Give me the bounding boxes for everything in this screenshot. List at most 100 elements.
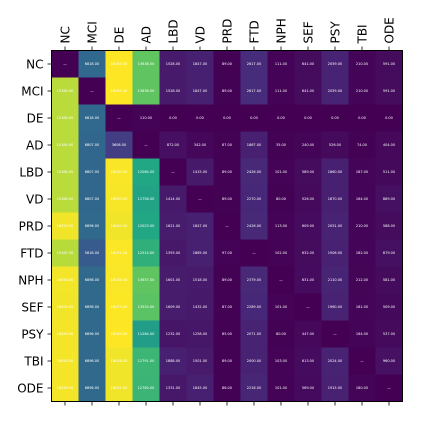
cell-value-label: 12023.00 — [138, 224, 155, 228]
heatmap-cell — [375, 131, 403, 159]
heatmap-cell — [105, 185, 133, 213]
heatmap-cell — [348, 374, 376, 402]
cell-value-label: 581.00 — [383, 278, 395, 282]
heatmap-cell — [105, 50, 133, 78]
heatmap-cell — [267, 347, 295, 375]
heatmap-cell — [78, 77, 106, 105]
cell-value-label: 16197.00 — [111, 89, 128, 93]
cell-value-label: 613.00 — [302, 359, 314, 363]
cell-value-label: 1867.00 — [247, 143, 261, 147]
heatmap-cell — [321, 266, 349, 294]
heatmap-cell — [321, 212, 349, 240]
heatmap-cell — [105, 293, 133, 321]
cell-value-label: 2000.00 — [247, 359, 261, 363]
heatmap-cell — [105, 266, 133, 294]
heatmap-cell — [78, 347, 106, 375]
heatmap-cell — [78, 293, 106, 321]
heatmap-cell — [105, 131, 133, 159]
heatmap-cell — [105, 212, 133, 240]
heatmap-cell — [132, 104, 160, 132]
heatmap-cell — [51, 320, 79, 348]
heatmap-cell — [132, 185, 160, 213]
cell-value-label: 212.00 — [356, 278, 368, 282]
heatmap-cell — [213, 158, 241, 186]
cell-value-label: 404.00 — [383, 143, 395, 147]
cell-value-label: 16021.00 — [111, 386, 128, 390]
cell-value-label: 1609.00 — [166, 305, 180, 309]
cell-value-label: 111.00 — [275, 89, 287, 93]
heatmap-cell — [348, 293, 376, 321]
cell-value-label: 2426.00 — [247, 224, 261, 228]
heatmap-cell — [348, 239, 376, 267]
cell-value-label: 16134.00 — [111, 278, 128, 282]
cell-value-label: 210.00 — [356, 89, 368, 93]
heatmap-cell — [294, 131, 322, 159]
cell-value-label: 2071.00 — [247, 332, 261, 336]
heatmap-cell — [348, 266, 376, 294]
heatmap-cell — [267, 131, 295, 159]
cell-value-label: — — [225, 224, 229, 228]
y-tick-label: DE — [27, 111, 44, 125]
x-tick-label: FTD — [248, 20, 262, 43]
heatmap-cell — [375, 239, 403, 267]
cell-value-label: — — [387, 386, 391, 390]
heatmap-cell — [240, 293, 268, 321]
heatmap-cell — [213, 374, 241, 402]
y-tick-label: FTD — [20, 246, 43, 260]
cell-value-label: 16023.00 — [57, 224, 74, 228]
heatmap-cell — [348, 185, 376, 213]
cell-value-label: 6807.00 — [85, 143, 99, 147]
heatmap-cell — [159, 320, 187, 348]
heatmap-cell — [51, 239, 79, 267]
cell-value-label: 1528.00 — [166, 62, 180, 66]
cell-value-label: 1415.00 — [193, 170, 207, 174]
y-axis-ticks: NC MCI DE AD LBD VD PRD FTD NPH SEF PSY TBI ODE — [17, 57, 52, 395]
heatmap-cell — [321, 347, 349, 375]
heatmap-cell — [267, 239, 295, 267]
cell-value-label: 2270.00 — [247, 197, 261, 201]
cell-value-label: 0.00 — [331, 116, 339, 120]
cell-value-label: 15184.00 — [57, 89, 74, 93]
heatmap-cell — [348, 50, 376, 78]
cell-value-label: 16000.00 — [57, 305, 74, 309]
heatmap-cell — [159, 347, 187, 375]
cell-value-label: 591.00 — [383, 89, 395, 93]
cell-value-label: 87.00 — [222, 305, 232, 309]
heatmap-cell — [78, 374, 106, 402]
cell-value-label: 1621.00 — [166, 224, 180, 228]
heatmap-cell — [267, 104, 295, 132]
heatmap-cell — [78, 320, 106, 348]
cell-value-label: 2110.00 — [328, 278, 342, 282]
cell-value-label: 1860.00 — [328, 170, 342, 174]
x-axis-ticks: NC MCI DE AD LBD VD PRD FTD NPH SEF PSY TBI ODE — [59, 17, 397, 406]
heatmap-cell — [321, 77, 349, 105]
cell-value-label: 6896.00 — [85, 359, 99, 363]
cell-value-label: 16058.00 — [57, 386, 74, 390]
heatmap-cell — [294, 374, 322, 402]
cell-value-label: 13520.00 — [138, 305, 155, 309]
cell-value-label: 3606.00 — [112, 143, 126, 147]
cell-value-label: 872.00 — [167, 143, 179, 147]
heatmap-cell — [132, 293, 160, 321]
cell-value-label: — — [63, 62, 67, 66]
heatmap-cell — [159, 374, 187, 402]
cell-value-label: 1501.00 — [193, 359, 207, 363]
cell-value-label: 103.00 — [275, 359, 287, 363]
cell-value-label: 1518.00 — [193, 278, 207, 282]
heatmap-cell — [186, 77, 214, 105]
heatmap-cell — [375, 158, 403, 186]
cell-value-label: 101.00 — [275, 170, 287, 174]
heatmap-cell — [240, 266, 268, 294]
cell-value-label: 2289.00 — [247, 305, 261, 309]
heatmap-cell — [186, 374, 214, 402]
x-tick-label: DE — [113, 27, 127, 44]
x-tick-label: LBD — [167, 19, 181, 43]
cell-value-label: 13638.00 — [138, 89, 155, 93]
cell-value-label: 6896.00 — [85, 386, 99, 390]
heatmap-cell — [159, 131, 187, 159]
x-tick-label: AD — [140, 26, 154, 43]
heatmap-cell — [321, 320, 349, 348]
cell-value-label: 591.00 — [383, 62, 395, 66]
x-tick-label: NPH — [275, 18, 289, 43]
